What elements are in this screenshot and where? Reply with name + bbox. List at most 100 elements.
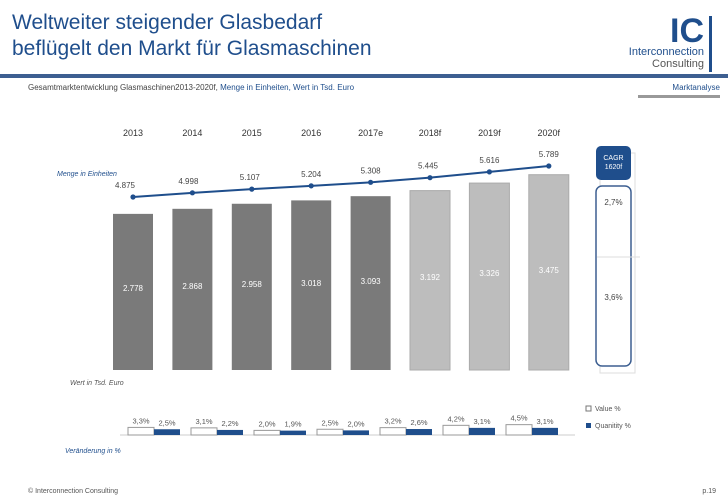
change-value-bar [505, 424, 533, 436]
change-quantity-bar [406, 429, 432, 435]
quantity-point [368, 179, 374, 185]
quantity-point [189, 190, 195, 196]
year-label: 2020f [538, 128, 561, 138]
change-quantity-label: 2,0% [347, 419, 364, 428]
quantity-label: 5.204 [301, 170, 322, 179]
value-bar-label: 3.018 [301, 279, 322, 288]
quantity-label: 5.789 [539, 150, 560, 159]
change-value-bar [379, 427, 407, 436]
change-value-label: 2,5% [321, 418, 338, 427]
quantity-label: 5.616 [479, 156, 500, 165]
company-logo: IC Interconnection Consulting [606, 12, 716, 72]
legend-quantity-label: Quanitity % [595, 423, 631, 430]
change-value-label: 3,1% [195, 417, 212, 426]
subtitle-text: Gesamtmarktentwicklung Glasmaschinen2013… [28, 83, 221, 92]
page-number: p.19 [702, 488, 716, 495]
section-tag: Marktanalyse [672, 83, 720, 92]
change-value-bar [190, 427, 218, 436]
cagr-period: 1620f [605, 164, 623, 171]
year-label: 2018f [419, 128, 442, 138]
quantity-label: 5.107 [240, 173, 261, 182]
change-quantity-bar [280, 430, 306, 435]
change-axis-label: Veränderung in % [65, 448, 121, 455]
change-quantity-label: 3,1% [536, 417, 553, 426]
value-bar [468, 182, 510, 371]
year-label: 2013 [123, 128, 143, 138]
quantity-point [546, 163, 552, 169]
subtitle-units: Menge in Einheiten, Wert in Tsd. Euro [220, 83, 355, 92]
logo-bar [709, 16, 712, 72]
change-value-label: 4,5% [510, 414, 527, 423]
value-bar-label: 2.868 [182, 282, 203, 291]
header-divider [0, 74, 728, 78]
quantity-axis-label: Menge in Einheiten [57, 171, 117, 178]
logo-line-1: Interconnection [628, 46, 704, 58]
change-quantity-label: 1,9% [284, 420, 301, 429]
year-label: 2014 [182, 128, 202, 138]
change-quantity-bar [154, 429, 180, 435]
cagr-value: 3,6% [604, 293, 622, 302]
title-line-1: Weltweiter steigender Glasbedarf [12, 11, 323, 34]
change-quantity-label: 2,6% [410, 418, 427, 427]
year-label: 2017e [358, 128, 383, 138]
value-bar-label: 3.192 [420, 273, 441, 282]
logo-line-2: Consulting [652, 58, 704, 70]
change-quantity-label: 2,5% [158, 418, 175, 427]
year-label: 2019f [478, 128, 501, 138]
page-title: Weltweiter steigender Glasbedarf beflüge… [12, 10, 372, 62]
title-line-2: beflügelt den Markt für Glasmaschinen [12, 37, 372, 60]
value-bar-label: 3.475 [539, 266, 560, 275]
quantity-point [308, 183, 314, 189]
quantity-label: 5.308 [361, 166, 382, 175]
quantity-label: 4.998 [178, 177, 199, 186]
change-value-bar [316, 428, 344, 436]
subtitle: Gesamtmarktentwicklung Glasmaschinen2013… [28, 83, 354, 92]
change-quantity-bar [532, 427, 558, 435]
value-bar [409, 190, 451, 371]
legend-value-label: Value % [595, 406, 621, 413]
value-bar [350, 196, 391, 370]
value-bar-label: 3.326 [479, 269, 500, 278]
change-value-bar [442, 424, 470, 436]
quantity-label: 5.445 [418, 162, 439, 171]
value-axis-label: Wert in Tsd. Euro [70, 380, 124, 387]
value-bar [172, 208, 213, 370]
logo-mark: IC [670, 12, 704, 50]
legend-value-swatch [585, 405, 592, 412]
change-value-label: 2,0% [258, 419, 275, 428]
cagr-header [596, 146, 631, 180]
change-quantity-bar [217, 429, 243, 435]
change-value-label: 3,2% [384, 417, 401, 426]
quantity-label: 4.875 [115, 181, 136, 190]
value-bar [231, 203, 272, 370]
change-value-label: 4,2% [447, 414, 464, 423]
section-tag-underline [638, 95, 720, 98]
value-bar-label: 3.093 [361, 277, 382, 286]
value-bar-label: 2.958 [242, 280, 263, 289]
quantity-point [427, 175, 433, 181]
change-value-bar [127, 426, 155, 436]
quantity-point [249, 186, 255, 192]
year-label: 2016 [301, 128, 321, 138]
value-bar [113, 213, 153, 370]
value-bar-label: 2.778 [123, 284, 144, 293]
cagr-box [595, 185, 632, 367]
footer-copyright: © Interconnection Consulting [28, 488, 118, 495]
change-quantity-label: 3,1% [473, 417, 490, 426]
change-value-label: 3,3% [132, 416, 149, 425]
quantity-point [130, 194, 136, 200]
legend-quantity-swatch [586, 423, 591, 428]
cagr-quantity: 2,7% [604, 198, 622, 207]
value-bar [528, 174, 570, 371]
change-quantity-label: 2,2% [221, 419, 238, 428]
cagr-title: CAGR [603, 155, 623, 162]
change-value-bar [253, 429, 281, 436]
value-bar [291, 200, 332, 370]
change-quantity-bar [469, 427, 495, 435]
quantity-line [132, 165, 549, 198]
year-label: 2015 [242, 128, 262, 138]
change-quantity-bar [343, 430, 369, 435]
quantity-point [486, 169, 492, 175]
